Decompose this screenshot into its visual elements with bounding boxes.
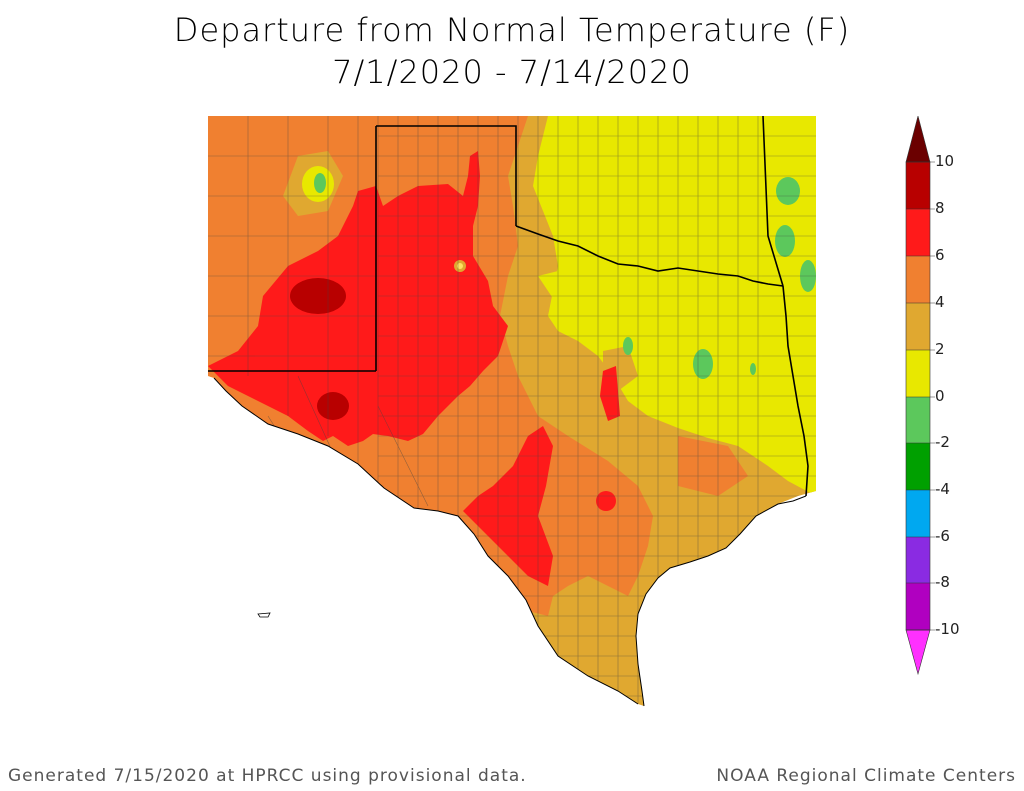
band-neg2-0	[776, 177, 800, 205]
legend-band-6-8	[906, 209, 930, 256]
legend-band-neg4-neg2	[906, 443, 930, 490]
generated-note: Generated 7/15/2020 at HPRCC using provi…	[8, 766, 527, 786]
legend-label-neg2: -2	[935, 433, 950, 451]
legend-band-4-6	[906, 256, 930, 303]
legend-over-arrow	[905, 114, 931, 163]
legend-label-neg4: -4	[935, 480, 950, 498]
source-credit: NOAA Regional Climate Centers	[716, 766, 1016, 786]
gulf-coastline	[635, 495, 807, 707]
legend-under-arrow	[905, 629, 931, 676]
legend-label-4: 4	[935, 293, 945, 311]
legend-band-neg10-neg8	[906, 583, 930, 630]
legend-label-neg8: -8	[935, 573, 950, 591]
state-boundaries	[208, 115, 809, 497]
temperature-departure-map	[208, 115, 816, 722]
band-8-10	[290, 278, 346, 314]
legend-label-neg6: -6	[935, 527, 950, 545]
legend-band-0-2	[906, 350, 930, 397]
island-icon	[257, 612, 271, 618]
legend-label-2: 2	[935, 340, 945, 358]
legend-band-neg8-neg6	[906, 537, 930, 583]
legend-colorbar	[905, 114, 935, 676]
mexico-border	[213, 377, 639, 705]
legend-label-neg10: -10	[935, 620, 960, 638]
legend-label-0: 0	[935, 387, 945, 405]
color-scale-legend: 10 8 6 4 2 0 -2 -4 -6 -8 -10	[905, 114, 1015, 676]
legend-label-10: 10	[935, 152, 955, 170]
legend-band-neg6-neg4	[906, 490, 930, 537]
legend-band-8-10	[906, 162, 930, 209]
legend-label-8: 8	[935, 199, 945, 217]
legend-band-2-4	[906, 303, 930, 350]
map-date-range: 7/1/2020 - 7/14/2020	[332, 53, 692, 91]
band-0-2	[533, 116, 816, 496]
legend-label-6: 6	[935, 246, 945, 264]
legend-band-neg2-0	[906, 397, 930, 443]
map-canvas	[208, 115, 816, 722]
map-title: Departure from Normal Temperature (F)	[173, 11, 851, 49]
